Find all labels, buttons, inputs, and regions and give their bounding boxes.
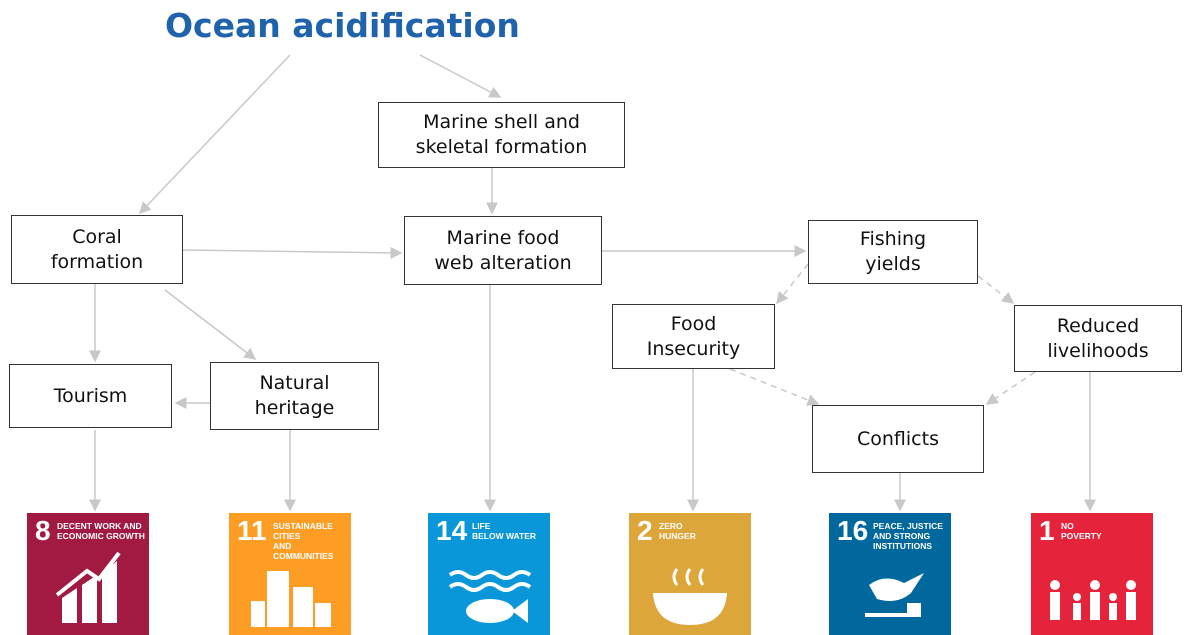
sdg-label: SUSTAINABLE CITIES AND COMMUNITIES [273,521,351,561]
sdg-label-line: AND STRONG [873,531,931,541]
node-box: Marine shell and skeletal formation [378,102,625,168]
node-label: Marine food [446,226,560,249]
node-box: Fishing yields [808,220,978,284]
sdg-label: ZERO HUNGER [659,521,696,541]
node-box: Natural heritage [210,362,379,430]
node-label: Marine shell and [423,111,580,133]
node-box: Marine food web alteration [404,216,602,285]
sdg-label-line: LIFE [472,521,491,531]
sdg-label-line: DECENT WORK AND [57,521,142,531]
sdg-label: PEACE, JUSTICE AND STRONG INSTITUTIONS [873,521,943,551]
sdg-icon [448,570,532,623]
node-label: formation [50,250,144,273]
sdg-icon [865,573,924,617]
sdg-tile: 8 DECENT WORK AND ECONOMIC GROWTH [27,513,149,635]
node-label: Conflicts [857,427,939,450]
sdg-tile: 14 LIFE BELOW WATER [428,513,550,635]
sdg-label: LIFE BELOW WATER [472,521,536,541]
node-box: Coral formation [11,215,183,284]
sdg-label-line: PEACE, JUSTICE [873,521,943,531]
node-box: Conflicts [812,405,984,473]
sdg-label: DECENT WORK AND ECONOMIC GROWTH [57,521,145,541]
node-label: Natural [259,372,330,394]
node-box: Tourism [9,364,172,428]
sdg-label-line: BELOW WATER [472,531,537,541]
sdg-number: 14 [436,515,468,546]
node-label: Fishing [859,228,927,250]
sdg-icon [1050,580,1136,620]
node-box: Food Insecurity [612,304,775,369]
title: Ocean acidification [165,6,520,45]
sdg-label-line: SUSTAINABLE CITIES [273,521,333,541]
node-label: Reduced [1056,314,1140,337]
sdg-label-line: NO [1061,521,1074,531]
sdg-label-line: INSTITUTIONS [873,541,933,551]
node-box: Reduced livelihoods [1014,305,1182,372]
node-label: yields [865,253,921,275]
sdg-label: NO POVERTY [1061,521,1102,541]
sdg-tile: 2 ZERO HUNGER [629,513,751,635]
sdg-tile: 1 NO POVERTY [1031,513,1153,635]
sdg-icon [55,551,121,623]
sdg-label-line: ZERO [659,521,683,531]
sdg-number: 11 [237,515,267,546]
node-label: web alteration [434,251,572,274]
node-label: Food [670,312,717,335]
node-label: heritage [254,397,335,419]
sdg-label-line: ECONOMIC GROWTH [57,531,145,541]
sdg-tile: 11 SUSTAINABLE CITIES AND COMMUNITIES [229,513,351,635]
sdg-icon [653,568,727,625]
sdg-number: 1 [1039,515,1055,546]
sdg-number: 2 [637,515,653,546]
sdg-label-line: HUNGER [659,531,696,541]
sdg-label-line: AND COMMUNITIES [273,541,334,561]
sdg-number: 8 [35,515,51,546]
node-label: Tourism [53,384,128,407]
sdg-number: 16 [837,515,869,546]
node-label: livelihoods [1047,339,1149,362]
node-label: Coral [72,225,122,248]
node-label: skeletal formation [415,136,588,158]
sdg-icon [251,571,331,627]
sdg-tile: 16 PEACE, JUSTICE AND STRONG INSTITUTIONS [829,513,951,635]
node-label: Insecurity [646,337,741,360]
sdg-label-line: POVERTY [1061,531,1102,541]
